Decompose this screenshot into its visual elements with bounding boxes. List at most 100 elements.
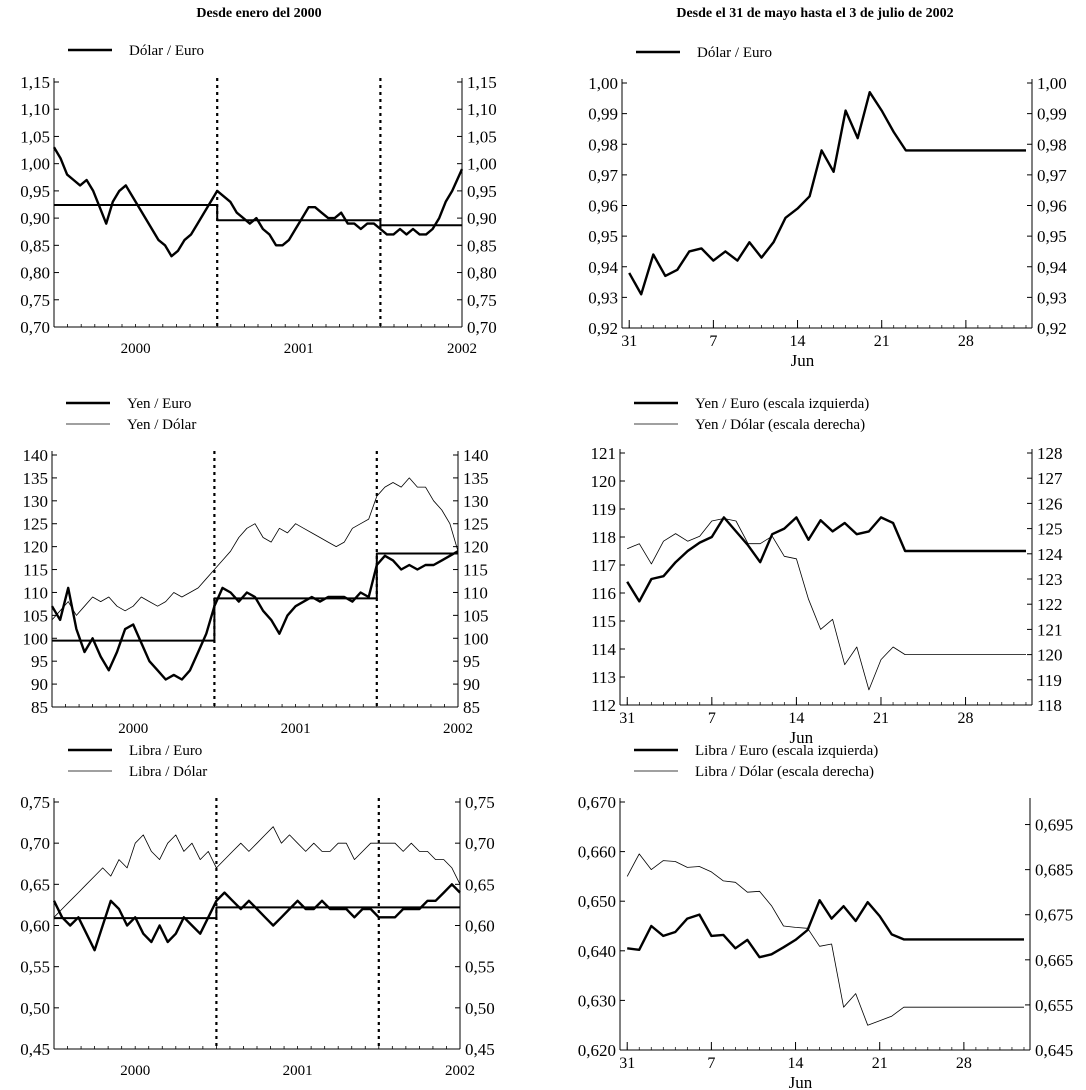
y-tick-label-right: 0,695 xyxy=(1035,816,1073,835)
right-column-title: Desde el 31 de mayo hasta el 3 de julio … xyxy=(676,6,954,21)
period-average-line xyxy=(52,552,458,642)
y-tick-label-right: 0,97 xyxy=(1037,166,1067,185)
y-tick-label-right: 1,15 xyxy=(467,73,497,92)
y-tick-label-right: 123 xyxy=(1037,570,1063,589)
x-tick-label: 31 xyxy=(619,1055,635,1072)
legend-label: Dólar / Euro xyxy=(697,45,772,61)
y-tick-label-right: 1,00 xyxy=(467,155,497,174)
y-tick-label-left: 0,70 xyxy=(20,318,50,337)
y-tick-label-right: 0,75 xyxy=(467,291,497,310)
legend-label: Libra / Euro xyxy=(129,743,202,759)
y-tick-label-right: 127 xyxy=(1037,469,1063,488)
x-tick-label: 2002 xyxy=(443,721,473,737)
y-tick-label-right: 0,92 xyxy=(1037,319,1067,338)
y-tick-label-right: 0,75 xyxy=(465,793,495,812)
y-tick-label-left: 0,94 xyxy=(588,258,618,277)
y-tick-label-right: 0,95 xyxy=(467,182,497,201)
y-tick-label-right: 110 xyxy=(463,583,488,602)
y-tick-label-left: 0,80 xyxy=(20,264,50,283)
x-tick-label: 2001 xyxy=(283,1063,313,1079)
left-column-title: Desde enero del 2000 xyxy=(196,6,322,21)
y-tick-label-right: 126 xyxy=(1037,494,1063,513)
y-tick-label-left: 118 xyxy=(591,528,616,547)
y-tick-label-left: 1,15 xyxy=(20,73,50,92)
y-tick-label-left: 0,640 xyxy=(578,942,616,961)
legend-label: Yen / Dólar (escala derecha) xyxy=(695,417,865,433)
y-tick-label-left: 1,10 xyxy=(20,100,50,119)
y-tick-label-left: 0,95 xyxy=(20,182,50,201)
y-tick-label-left: 0,75 xyxy=(20,291,50,310)
y-tick-label-right: 0,85 xyxy=(467,236,497,255)
x-tick-label: 2001 xyxy=(284,341,314,357)
legend-label: Yen / Dólar xyxy=(127,417,196,433)
y-tick-label-right: 1,10 xyxy=(467,100,497,119)
series-line xyxy=(627,899,1024,959)
y-tick-label-left: 112 xyxy=(591,696,616,715)
y-tick-label-right: 121 xyxy=(1037,620,1063,639)
y-tick-label-left: 0,99 xyxy=(588,105,618,124)
y-tick-label-right: 0,95 xyxy=(1037,227,1067,246)
y-tick-label-left: 1,00 xyxy=(588,74,618,93)
x-tick-label: 28 xyxy=(956,1055,972,1072)
y-tick-label-right: 0,655 xyxy=(1035,996,1073,1015)
x-tick-label: 2001 xyxy=(281,721,311,737)
y-tick-label-left: 0,98 xyxy=(588,135,618,154)
legend-label: Libra / Dólar (escala derecha) xyxy=(695,764,874,780)
y-tick-label-right: 0,96 xyxy=(1037,197,1067,216)
x-tick-label: 2002 xyxy=(447,341,477,357)
x-axis-title: Jun xyxy=(789,728,813,747)
y-tick-label-left: 117 xyxy=(591,556,616,575)
series-line xyxy=(626,853,1024,1026)
x-tick-label: 2000 xyxy=(120,1063,150,1079)
chart-yen-long: Yen / Euro Yen / Dólar 85 90 95 100 105 110 115 1… xyxy=(23,396,489,737)
y-tick-label-left: 0,90 xyxy=(20,209,50,228)
y-tick-label-right: 0,65 xyxy=(465,875,495,894)
x-axis-title: Jun xyxy=(791,351,815,370)
y-tick-label-right: 0,675 xyxy=(1035,906,1073,925)
y-tick-label-left: 0,75 xyxy=(20,793,50,812)
x-tick-label: 21 xyxy=(874,333,890,350)
y-tick-label-left: 0,660 xyxy=(578,843,616,862)
y-tick-label-left: 90 xyxy=(31,675,48,694)
y-tick-label-right: 135 xyxy=(463,469,489,488)
x-tick-label: 28 xyxy=(958,710,974,727)
y-tick-label-right: 1,05 xyxy=(467,127,497,146)
y-tick-label-right: 128 xyxy=(1037,444,1063,463)
y-tick-label-left: 135 xyxy=(23,469,49,488)
y-tick-label-left: 0,45 xyxy=(20,1040,50,1059)
y-tick-label-right: 124 xyxy=(1037,545,1063,564)
legend-label: Libra / Dólar xyxy=(129,764,207,780)
x-tick-label: 28 xyxy=(958,333,974,350)
y-tick-label-left: 0,97 xyxy=(588,166,618,185)
y-tick-label-left: 130 xyxy=(23,492,49,511)
y-tick-label-left: 0,650 xyxy=(578,892,616,911)
y-tick-label-left: 105 xyxy=(23,606,49,625)
series-line xyxy=(628,90,1026,296)
period-average-line xyxy=(54,204,462,227)
y-tick-label-right: 0,90 xyxy=(467,209,497,228)
legend-label: Yen / Euro (escala izquierda) xyxy=(695,396,869,412)
x-tick-label: 14 xyxy=(790,333,806,350)
y-tick-label-right: 0,50 xyxy=(465,999,495,1018)
series-line xyxy=(53,826,461,918)
y-tick-label-right: 115 xyxy=(463,561,488,580)
y-tick-label-left: 0,60 xyxy=(20,917,50,936)
y-tick-label-right: 1,00 xyxy=(1037,74,1067,93)
legend-label: Dólar / Euro xyxy=(129,43,204,59)
y-tick-label-left: 1,00 xyxy=(20,155,50,174)
y-tick-label-left: 0,55 xyxy=(20,958,50,977)
y-tick-label-left: 100 xyxy=(23,629,49,648)
y-tick-label-right: 100 xyxy=(463,629,489,648)
y-tick-label-right: 0,45 xyxy=(465,1040,495,1059)
x-tick-label: 2000 xyxy=(121,341,151,357)
y-tick-label-left: 119 xyxy=(591,500,616,519)
y-tick-label-right: 122 xyxy=(1037,595,1063,614)
x-tick-label: 21 xyxy=(873,710,889,727)
y-tick-label-left: 0,630 xyxy=(578,991,616,1010)
y-tick-label-right: 0,93 xyxy=(1037,288,1067,307)
x-tick-label: 31 xyxy=(621,333,637,350)
y-tick-label-right: 0,645 xyxy=(1035,1041,1073,1060)
legend-label: Libra / Euro (escala izquierda) xyxy=(695,743,878,759)
y-tick-label-right: 85 xyxy=(463,698,480,717)
chart-dolar-euro-long: Dólar / Euro 0,70 0,75 0,80 0,85 0,90 0,95 1,00… xyxy=(20,43,497,357)
